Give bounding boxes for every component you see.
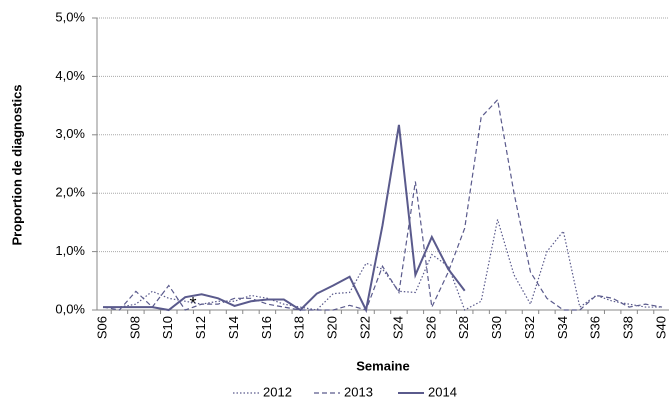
x-tick-label: S30 xyxy=(489,316,504,339)
x-tick-label: S20 xyxy=(325,316,340,339)
series-line xyxy=(103,219,662,311)
x-tick-label: S18 xyxy=(292,316,307,339)
x-tick-label: S34 xyxy=(555,316,570,339)
x-tick-label: S40 xyxy=(653,316,668,339)
x-tick-label: S36 xyxy=(588,316,603,339)
x-tick-label: S16 xyxy=(259,316,274,339)
legend-label: 2012 xyxy=(263,384,292,399)
y-tick-label: 5,0% xyxy=(55,9,85,24)
x-tick-label: S28 xyxy=(456,316,471,339)
legend-label: 2014 xyxy=(428,384,457,399)
series-line xyxy=(103,124,466,314)
x-tick-label: S22 xyxy=(357,316,372,339)
x-tick-label: S32 xyxy=(522,316,537,339)
y-tick-label: 3,0% xyxy=(55,126,85,141)
x-tick-label: S12 xyxy=(193,316,208,339)
x-tick-label: S38 xyxy=(621,316,636,339)
annotation: * xyxy=(189,294,196,314)
x-tick-label: S14 xyxy=(226,316,241,339)
series-line xyxy=(102,98,663,311)
legend-label: 2013 xyxy=(344,384,373,399)
y-tick-label: 4,0% xyxy=(55,68,85,83)
x-tick-label: S10 xyxy=(160,316,175,339)
x-axis-title: Semaine xyxy=(356,358,409,373)
y-axis-title: Proportion de diagnostics xyxy=(9,84,24,245)
y-tick-label: 1,0% xyxy=(55,243,85,258)
x-tick-label: S06 xyxy=(94,316,109,339)
y-tick-label: 0,0% xyxy=(55,301,85,316)
y-tick-label: 2,0% xyxy=(55,185,85,200)
x-tick-label: S24 xyxy=(390,316,405,339)
x-tick-label: S26 xyxy=(423,316,438,339)
x-tick-label: S08 xyxy=(127,316,142,339)
